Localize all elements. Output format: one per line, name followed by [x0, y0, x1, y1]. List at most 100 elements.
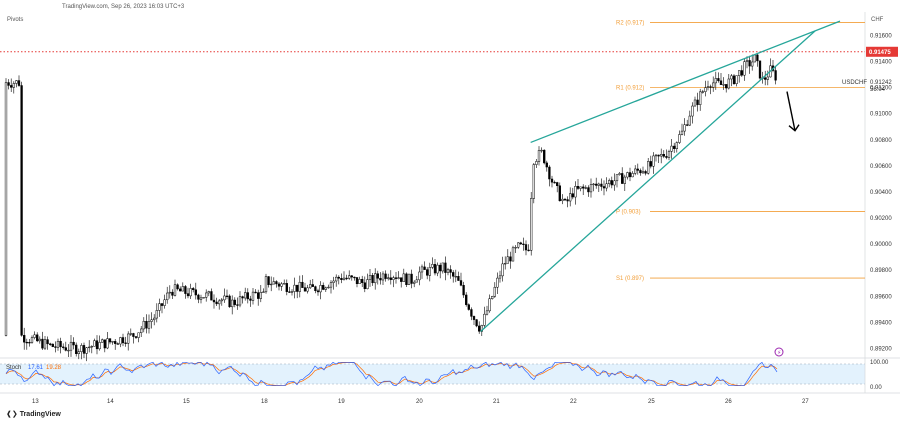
- candle-body: [134, 336, 138, 338]
- candle-body: [199, 297, 203, 300]
- candle-body: [329, 282, 333, 288]
- candle-body: [462, 285, 465, 296]
- breakdown-arrow-shaft: [786, 91, 796, 131]
- candle-body: [218, 300, 221, 305]
- candle-body: [439, 264, 442, 272]
- candle-body: [501, 263, 504, 277]
- candle-body: [80, 345, 83, 352]
- candle-body: [644, 171, 647, 174]
- stoch-d-value: 19.28: [46, 365, 62, 371]
- candle-body: [683, 124, 686, 132]
- wedge-upper-line: [530, 20, 841, 144]
- candle-body: [43, 339, 47, 349]
- candle-body: [101, 339, 104, 343]
- candle-body: [212, 299, 216, 303]
- stoch-level-100: 100.00: [870, 360, 889, 366]
- candle-body: [327, 286, 330, 289]
- candle-body: [98, 342, 101, 350]
- candle-body: [519, 242, 522, 245]
- candle-body: [12, 83, 15, 88]
- candle-body: [397, 277, 400, 279]
- candle-body: [106, 338, 109, 349]
- candle-body: [77, 351, 80, 354]
- y-tick-label: 0.89600: [870, 294, 892, 300]
- x-tick-label: 19: [338, 399, 345, 405]
- candle-body: [46, 339, 49, 345]
- candle-body: [641, 171, 645, 174]
- candle-body: [587, 187, 590, 193]
- candle-body: [732, 75, 736, 84]
- candle-body: [225, 295, 229, 298]
- candle-body: [740, 70, 743, 76]
- candle-body: [244, 292, 247, 299]
- candle-body: [457, 276, 460, 281]
- candle-body: [361, 279, 364, 283]
- candle-body: [537, 150, 541, 162]
- candle-body: [363, 282, 366, 290]
- candle-body: [142, 320, 145, 330]
- candle-body: [384, 273, 387, 279]
- y-tick-label: 0.90600: [870, 164, 892, 170]
- candle-body: [293, 284, 296, 292]
- candle-body: [491, 296, 494, 299]
- candle-body: [420, 266, 424, 273]
- candle-body: [727, 78, 730, 89]
- candle-body: [111, 341, 114, 343]
- candle-body: [345, 277, 348, 280]
- candle-body: [173, 284, 177, 296]
- candles: [4, 53, 777, 362]
- candle-body: [171, 291, 174, 296]
- y-tick-label: 0.90200: [870, 216, 892, 222]
- x-tick-label: 20: [416, 399, 423, 405]
- candle-body: [571, 193, 574, 198]
- candle-body: [675, 142, 678, 149]
- candle-body: [275, 281, 278, 285]
- candle-body: [719, 80, 723, 85]
- event-icon-glyph: ⚡: [777, 350, 781, 357]
- x-tick-label: 21: [493, 399, 500, 405]
- candle-body: [90, 346, 93, 348]
- candle-body: [478, 325, 481, 332]
- candle-body: [374, 273, 377, 284]
- candle-body: [303, 287, 307, 292]
- currency-label: CHF: [871, 17, 884, 23]
- candle-body: [566, 199, 569, 202]
- y-tick-label: 0.91600: [870, 33, 892, 39]
- tradingview-logo: ❰❯ TradingView: [6, 410, 61, 418]
- stoch-k-line: [5, 361, 778, 387]
- candle-body: [738, 70, 741, 76]
- candle-body: [220, 299, 223, 302]
- resistance-price-label: 0.91475: [869, 50, 891, 56]
- candle-body: [717, 78, 720, 82]
- candle-body: [764, 77, 767, 80]
- candle-body: [340, 278, 343, 280]
- candle-body: [522, 243, 525, 246]
- candle-body: [311, 284, 314, 287]
- candle-body: [319, 285, 322, 293]
- candle-body: [584, 187, 587, 189]
- candle-body: [387, 277, 390, 279]
- candle-body: [371, 275, 374, 284]
- candle-body: [673, 145, 676, 149]
- stoch-level-0: 0.00: [870, 385, 882, 391]
- candle-body: [358, 279, 361, 284]
- candle-body: [592, 183, 595, 186]
- candle-body: [431, 264, 434, 268]
- candle-body: [647, 161, 650, 174]
- candle-body: [335, 276, 338, 282]
- candle-body: [558, 185, 561, 202]
- candle-body: [634, 168, 637, 174]
- candle-body: [470, 309, 473, 317]
- candle-body: [670, 145, 673, 152]
- candle-body: [485, 310, 489, 315]
- candle-body: [454, 276, 457, 278]
- candle-body: [514, 247, 517, 249]
- candle-body: [472, 316, 476, 320]
- candle-body: [155, 310, 158, 319]
- candle-body: [706, 86, 710, 88]
- candle-body: [561, 198, 564, 202]
- candle-body: [626, 172, 629, 178]
- y-tick-label: 0.89200: [870, 346, 892, 352]
- candle-body: [709, 86, 712, 88]
